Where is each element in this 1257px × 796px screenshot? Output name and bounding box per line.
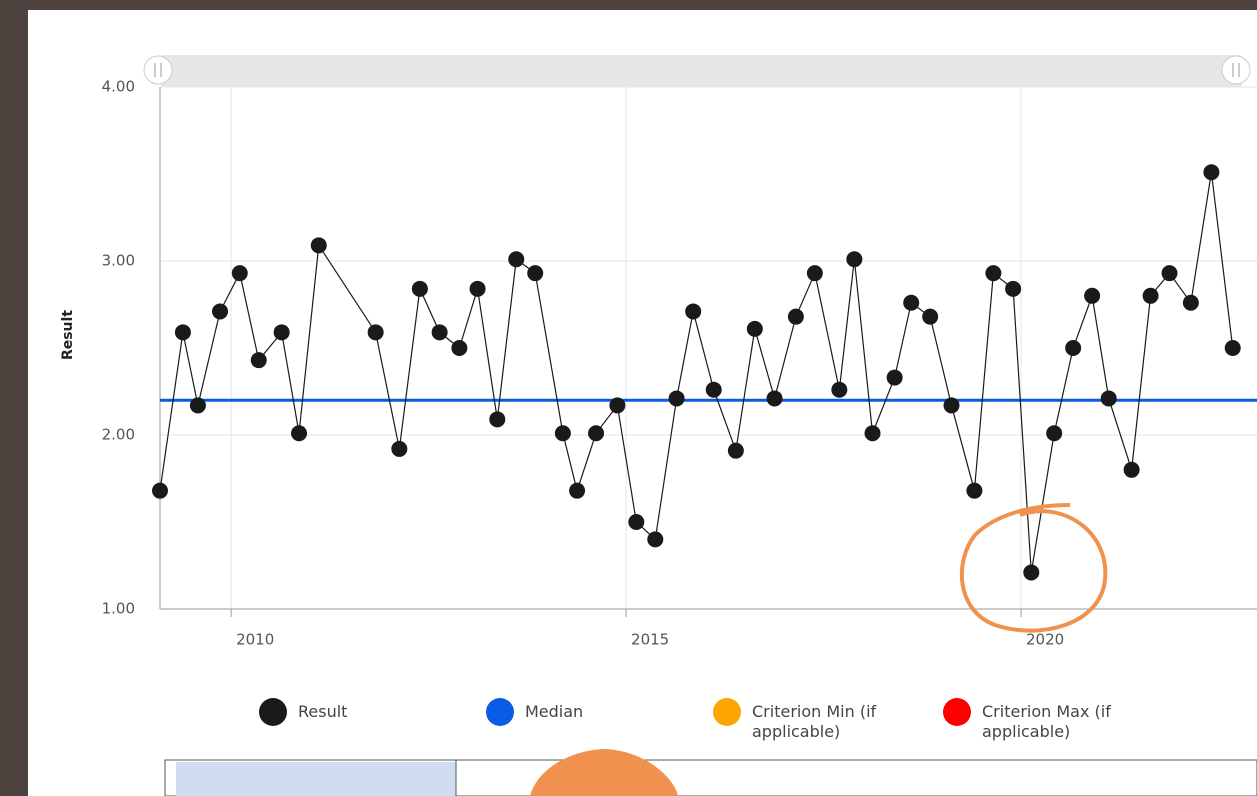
- result-point: [431, 324, 448, 341]
- result-point: [903, 294, 920, 311]
- result-point: [391, 440, 408, 457]
- result-point: [189, 397, 206, 414]
- result-point: [1182, 294, 1199, 311]
- panel: [28, 10, 1257, 796]
- result-point: [1005, 280, 1022, 297]
- result-point: [1023, 564, 1040, 581]
- floating-button[interactable]: [530, 749, 678, 796]
- result-point: [806, 265, 823, 282]
- result-point: [647, 531, 664, 548]
- y-tick-label: 1.00: [102, 600, 135, 618]
- result-point: [231, 265, 248, 282]
- legend-label: Criterion Max (if applicable): [982, 702, 1111, 741]
- result-point: [152, 482, 168, 499]
- legend-label: Criterion Min (if applicable): [752, 702, 877, 741]
- legend-label: Median: [525, 702, 584, 721]
- annotation-circle: [959, 503, 1108, 633]
- result-point: [1123, 461, 1140, 478]
- x-tick-label: 2015: [631, 631, 669, 649]
- result-point: [766, 390, 783, 407]
- legend-swatch: [486, 698, 514, 726]
- result-point: [985, 265, 1002, 282]
- result-point: [966, 482, 983, 499]
- legend-swatch: [943, 698, 971, 726]
- result-point: [569, 482, 586, 499]
- range-slider[interactable]: [160, 55, 1242, 87]
- table-cell: [176, 762, 456, 796]
- result-point: [628, 514, 645, 530]
- result-point: [1224, 340, 1241, 356]
- result-point: [1161, 265, 1178, 282]
- result-point: [469, 280, 486, 297]
- result-point: [943, 397, 960, 414]
- result-point: [367, 324, 384, 341]
- legend-swatch: [713, 698, 741, 726]
- result-point: [1142, 287, 1159, 304]
- result-point: [174, 324, 191, 341]
- result-point: [527, 265, 544, 282]
- y-tick-label: 2.00: [102, 426, 135, 444]
- result-point: [685, 303, 702, 320]
- result-point: [746, 320, 763, 337]
- result-point: [508, 251, 525, 268]
- legend-swatch: [259, 698, 287, 726]
- result-point: [273, 324, 290, 341]
- result-point: [886, 369, 903, 386]
- result-point: [554, 425, 571, 442]
- result-point: [1065, 340, 1082, 356]
- x-tick-label: 2010: [236, 631, 274, 649]
- y-axis-title: Result: [60, 310, 76, 360]
- slider-handle-left[interactable]: [143, 55, 173, 85]
- result-point: [1203, 164, 1220, 181]
- result-point: [489, 411, 506, 428]
- result-point: [727, 442, 744, 459]
- result-point: [411, 280, 428, 297]
- result-point: [310, 237, 327, 254]
- x-tick-label: 2020: [1026, 631, 1064, 649]
- result-point: [291, 425, 308, 442]
- result-point: [1046, 425, 1063, 442]
- result-point: [1100, 390, 1117, 407]
- result-point: [1084, 287, 1101, 304]
- y-tick-label: 3.00: [102, 252, 135, 270]
- result-point: [846, 251, 863, 268]
- result-point: [787, 308, 804, 325]
- result-point: [864, 425, 881, 442]
- result-point: [831, 381, 848, 398]
- result-point: [250, 352, 267, 369]
- slider-handle-right[interactable]: [1221, 55, 1251, 85]
- result-point: [668, 390, 685, 407]
- result-point: [451, 340, 468, 356]
- result-point: [609, 397, 626, 414]
- legend-label: Result: [298, 702, 348, 721]
- result-point: [588, 425, 605, 442]
- y-tick-label: 4.00: [102, 78, 135, 96]
- result-point: [705, 381, 722, 398]
- result-point: [212, 303, 229, 320]
- result-line: [159, 172, 1234, 573]
- result-point: [922, 308, 939, 325]
